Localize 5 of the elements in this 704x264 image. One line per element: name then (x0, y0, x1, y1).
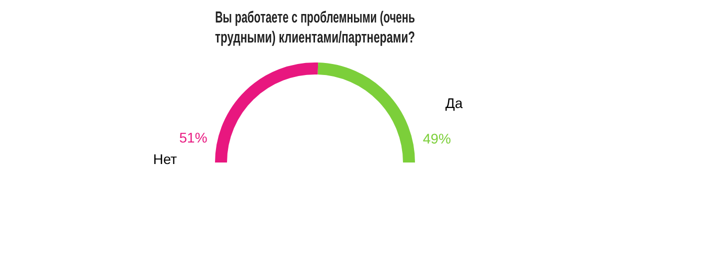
slice-label: Нет (153, 150, 178, 167)
chart-title: Вы работаете с проблемными (очень трудными) клиентами/партнерами? (215, 8, 415, 46)
data-label: 51% (179, 130, 208, 146)
data-label: 49% (422, 130, 451, 147)
slice-label: Да (445, 95, 463, 112)
